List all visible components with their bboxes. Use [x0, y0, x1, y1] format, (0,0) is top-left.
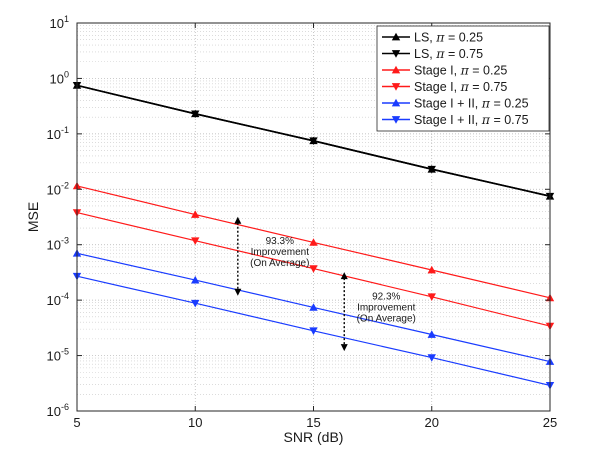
data-point	[191, 275, 200, 284]
annotation-text: 92.3%	[372, 292, 400, 303]
improvement-annotation-2: 92.3%Improvement(On Average)	[340, 272, 416, 352]
data-point	[191, 237, 200, 245]
annotation-text: (On Average)	[250, 258, 309, 269]
legend-entry: LS, π = 0.75	[382, 46, 483, 61]
arrow-head-up	[234, 216, 242, 224]
annotation-text: (On Average)	[357, 314, 416, 325]
data-point	[309, 137, 318, 145]
x-tick-label: 20	[425, 415, 439, 430]
annotation-text: Improvement	[357, 303, 416, 314]
annotation-text: 93.3%	[266, 236, 294, 247]
ticks-layer: 5 10 15 20 25 10-6 10-5 10-4 10-3 10-2 10-1 100 101	[47, 14, 558, 430]
data-point	[309, 265, 318, 273]
legend-box	[376, 25, 550, 132]
series-layer	[72, 81, 555, 390]
legend-label: Stage I + II, π = 0.25	[414, 96, 529, 111]
data-point	[427, 265, 436, 274]
data-point	[191, 299, 200, 308]
series-6	[72, 272, 555, 390]
y-axis-label: MSE	[25, 202, 41, 232]
x-axis-label: SNR (dB)	[284, 429, 344, 445]
grid-lines	[77, 23, 550, 411]
x-tick-label: 10	[188, 415, 202, 430]
legend-marker	[391, 65, 401, 74]
legend-entry: Stage I, π = 0.75	[382, 79, 507, 94]
legend-marker	[391, 83, 401, 91]
series-5	[72, 249, 555, 365]
legend-marker	[391, 32, 401, 41]
data-point	[427, 293, 436, 301]
legend-marker	[391, 98, 401, 107]
legend-entry: Stage I + II, π = 0.75	[382, 112, 529, 127]
annotation-text: Improvement	[251, 247, 310, 258]
y-tick-label: 10-3	[47, 236, 69, 253]
y-tick-label: 100	[50, 69, 69, 86]
improvement-annotation-1: 93.3%Improvement(On Average)	[234, 216, 310, 296]
legend-label: LS, π = 0.75	[414, 46, 483, 61]
data-point	[309, 327, 318, 335]
data-point	[427, 354, 436, 362]
arrow-head-down	[340, 344, 348, 352]
legend-entry: LS, π = 0.25	[382, 30, 483, 45]
y-tick-label: 10-6	[47, 402, 69, 419]
legend-entry: Stage I + II, π = 0.25	[382, 96, 529, 111]
x-tick-label: 5	[73, 415, 80, 430]
arrow-head-down	[234, 288, 242, 296]
data-point	[309, 238, 318, 246]
legend-entry: Stage I, π = 0.25	[382, 63, 507, 78]
y-tick-label: 10-5	[47, 347, 69, 364]
arrow-head-up	[340, 272, 348, 280]
legend-label: Stage I + II, π = 0.75	[414, 112, 529, 127]
legend-label: LS, π = 0.25	[414, 30, 483, 45]
legend-label: Stage I, π = 0.75	[414, 79, 507, 94]
data-point	[191, 110, 200, 119]
legend-label: Stage I, π = 0.25	[414, 63, 507, 78]
data-point	[309, 303, 318, 311]
y-tick-label: 10-1	[47, 125, 69, 142]
y-tick-label: 10-2	[47, 180, 69, 197]
x-tick-label: 25	[543, 415, 557, 430]
y-tick-label: 101	[50, 14, 69, 31]
legend-marker	[391, 116, 401, 124]
data-point	[427, 165, 436, 174]
annotation-layer: 93.3%Improvement(On Average)92.3%Improve…	[234, 216, 416, 352]
data-point	[191, 210, 200, 218]
y-tick-label: 10-4	[47, 291, 69, 308]
legend-marker	[391, 50, 401, 58]
x-tick-label: 15	[306, 415, 320, 430]
data-point	[427, 330, 436, 338]
